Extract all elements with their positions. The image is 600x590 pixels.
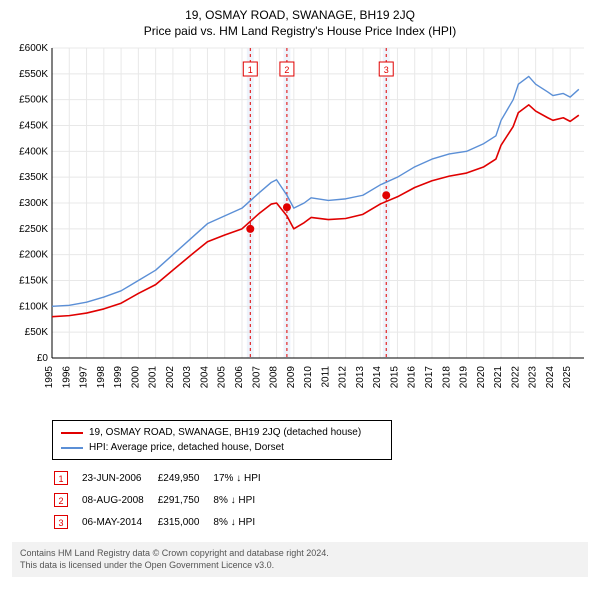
chart-area: £0 £50K £100K £150K £200K £250K £300K £350K £400… <box>8 44 592 414</box>
svg-text:£500K: £500K <box>19 95 48 106</box>
svg-text:2022: 2022 <box>510 366 521 389</box>
svg-text:2008: 2008 <box>269 366 280 389</box>
sale-diff: 8% ↓ HPI <box>213 490 272 510</box>
svg-text:2023: 2023 <box>528 366 539 389</box>
title-block: 19, OSMAY ROAD, SWANAGE, BH19 2JQ Price … <box>8 8 592 38</box>
svg-text:2015: 2015 <box>389 366 400 389</box>
svg-text:2014: 2014 <box>372 366 383 389</box>
attribution-line-2: This data is licensed under the Open Gov… <box>20 560 580 572</box>
svg-text:£100K: £100K <box>19 301 48 312</box>
svg-text:£400K: £400K <box>19 146 48 157</box>
svg-text:3: 3 <box>384 65 389 75</box>
svg-text:£250K: £250K <box>19 224 48 235</box>
legend-swatch-1 <box>61 432 83 434</box>
svg-text:2025: 2025 <box>562 366 573 389</box>
svg-text:1999: 1999 <box>113 366 124 389</box>
svg-text:£350K: £350K <box>19 172 48 183</box>
svg-text:£300K: £300K <box>19 198 48 209</box>
legend-swatch-2 <box>61 447 83 449</box>
sale-price: £249,950 <box>158 468 212 488</box>
svg-text:2002: 2002 <box>165 366 176 389</box>
svg-text:2019: 2019 <box>459 366 470 389</box>
sales-row: 1 23-JUN-2006£249,95017% ↓ HPI <box>54 468 273 488</box>
sale-date: 23-JUN-2006 <box>82 468 156 488</box>
sales-row: 3 06-MAY-2014£315,0008% ↓ HPI <box>54 512 273 532</box>
svg-text:£550K: £550K <box>19 69 48 80</box>
sale-date: 06-MAY-2014 <box>82 512 156 532</box>
sales-row: 2 08-AUG-2008£291,7508% ↓ HPI <box>54 490 273 510</box>
sale-price: £291,750 <box>158 490 212 510</box>
chart-subtitle: Price paid vs. HM Land Registry's House … <box>8 24 592 38</box>
svg-text:2024: 2024 <box>545 366 556 389</box>
svg-text:£600K: £600K <box>19 44 48 54</box>
svg-text:1998: 1998 <box>96 366 107 389</box>
svg-text:£200K: £200K <box>19 250 48 261</box>
sales-table: 1 23-JUN-2006£249,95017% ↓ HPI 2 08-AUG-200… <box>52 466 275 534</box>
svg-text:1996: 1996 <box>61 366 72 389</box>
chart-container: 19, OSMAY ROAD, SWANAGE, BH19 2JQ Price … <box>0 0 600 585</box>
svg-text:2000: 2000 <box>130 366 141 389</box>
svg-text:£0: £0 <box>37 353 49 364</box>
legend-row-1: 19, OSMAY ROAD, SWANAGE, BH19 2JQ (detac… <box>61 425 383 440</box>
sale-date: 08-AUG-2008 <box>82 490 156 510</box>
svg-text:2003: 2003 <box>182 366 193 389</box>
chart-title: 19, OSMAY ROAD, SWANAGE, BH19 2JQ <box>8 8 592 22</box>
svg-text:1995: 1995 <box>44 366 55 389</box>
sale-badge: 2 <box>54 493 68 507</box>
svg-text:2016: 2016 <box>407 366 418 389</box>
legend-row-2: HPI: Average price, detached house, Dors… <box>61 440 383 455</box>
sale-badge: 1 <box>54 471 68 485</box>
attribution-line-1: Contains HM Land Registry data © Crown c… <box>20 548 580 560</box>
svg-text:2005: 2005 <box>217 366 228 389</box>
legend-label-2: HPI: Average price, detached house, Dors… <box>89 440 284 455</box>
line-chart-svg: £0 £50K £100K £150K £200K £250K £300K £350K £400… <box>8 44 592 414</box>
svg-text:2009: 2009 <box>286 366 297 389</box>
sale-price: £315,000 <box>158 512 212 532</box>
sale-diff: 8% ↓ HPI <box>213 512 272 532</box>
sale-badge: 3 <box>54 515 68 529</box>
svg-text:2004: 2004 <box>199 366 210 389</box>
svg-text:1997: 1997 <box>79 366 90 389</box>
legend-label-1: 19, OSMAY ROAD, SWANAGE, BH19 2JQ (detac… <box>89 425 361 440</box>
svg-text:2006: 2006 <box>234 366 245 389</box>
svg-text:2021: 2021 <box>493 366 504 389</box>
svg-text:2018: 2018 <box>441 366 452 389</box>
svg-text:2017: 2017 <box>424 366 435 389</box>
svg-text:2020: 2020 <box>476 366 487 389</box>
svg-text:2011: 2011 <box>320 366 331 388</box>
svg-text:£150K: £150K <box>19 276 48 287</box>
legend: 19, OSMAY ROAD, SWANAGE, BH19 2JQ (detac… <box>52 420 392 460</box>
svg-text:2013: 2013 <box>355 366 366 389</box>
svg-text:2012: 2012 <box>338 366 349 389</box>
svg-text:£450K: £450K <box>19 121 48 132</box>
svg-text:2007: 2007 <box>251 366 262 389</box>
svg-text:2: 2 <box>284 65 289 75</box>
sale-diff: 17% ↓ HPI <box>213 468 272 488</box>
attribution-box: Contains HM Land Registry data © Crown c… <box>12 542 588 577</box>
svg-text:1: 1 <box>248 65 253 75</box>
svg-text:£50K: £50K <box>25 327 49 338</box>
svg-text:2001: 2001 <box>148 366 159 389</box>
svg-text:2010: 2010 <box>303 366 314 389</box>
